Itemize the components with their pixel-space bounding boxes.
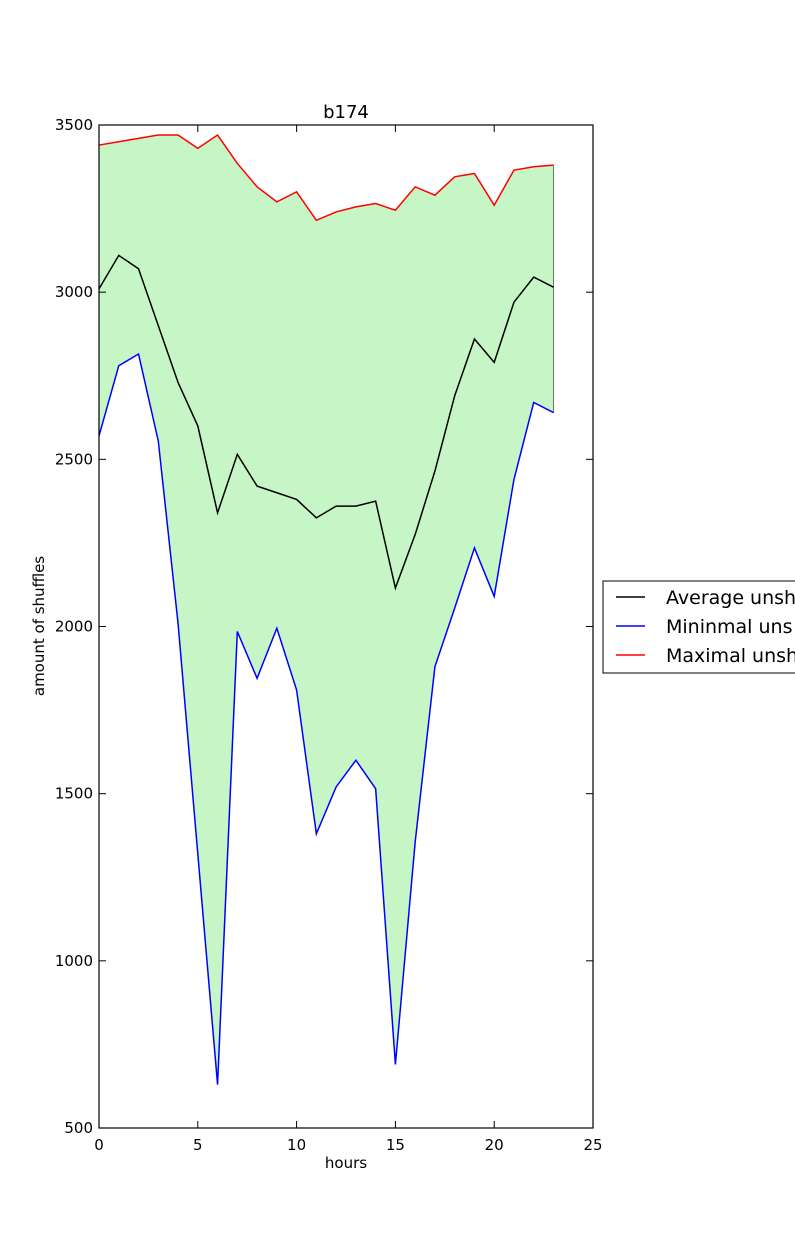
y-tick-label: 500: [64, 1119, 93, 1137]
x-tick-label: 25: [583, 1136, 602, 1154]
y-tick-label: 3000: [55, 283, 93, 301]
y-tick-label: 2500: [55, 450, 93, 468]
chart-title: b174: [323, 102, 369, 123]
legend: Average unsh Mininmal uns Maximal unsh: [602, 580, 795, 674]
series-line: [98, 352, 554, 1085]
x-tick-label: 15: [386, 1136, 405, 1154]
x-tick-label: 20: [485, 1136, 504, 1154]
fill-band: [98, 134, 554, 1085]
x-tick-label: 5: [193, 1136, 203, 1154]
y-tick-label: 1500: [55, 785, 93, 803]
series-line: [98, 254, 554, 591]
x-axis-title: hours: [325, 1154, 367, 1172]
y-axis-title: amount of shuffles: [30, 556, 48, 696]
series-1: [98, 352, 554, 1085]
series-lines-layer: [98, 133, 554, 1085]
y-tick-label: 3500: [55, 116, 93, 134]
series-2: [98, 133, 554, 222]
legend-label: Mininmal uns: [666, 616, 793, 638]
series-0: [98, 254, 554, 591]
y-tick-label: 2000: [55, 618, 93, 636]
fill-area-layer: [98, 134, 554, 1085]
x-tick-label: 0: [94, 1136, 104, 1154]
legend-entry: Average unsh: [616, 587, 795, 609]
series-line: [98, 133, 554, 222]
legend-label: Average unsh: [666, 587, 795, 609]
axis-ticks-layer: 0 5 10 15 20 25 500 1000 1500 2000 2500 3000 3500: [55, 116, 603, 1154]
legend-label: Maximal unsh: [666, 645, 795, 667]
x-tick-label: 10: [287, 1136, 306, 1154]
legend-entry: Maximal unsh: [616, 645, 795, 667]
legend-entry: Mininmal uns: [616, 616, 793, 638]
y-tick-label: 1000: [55, 952, 93, 970]
